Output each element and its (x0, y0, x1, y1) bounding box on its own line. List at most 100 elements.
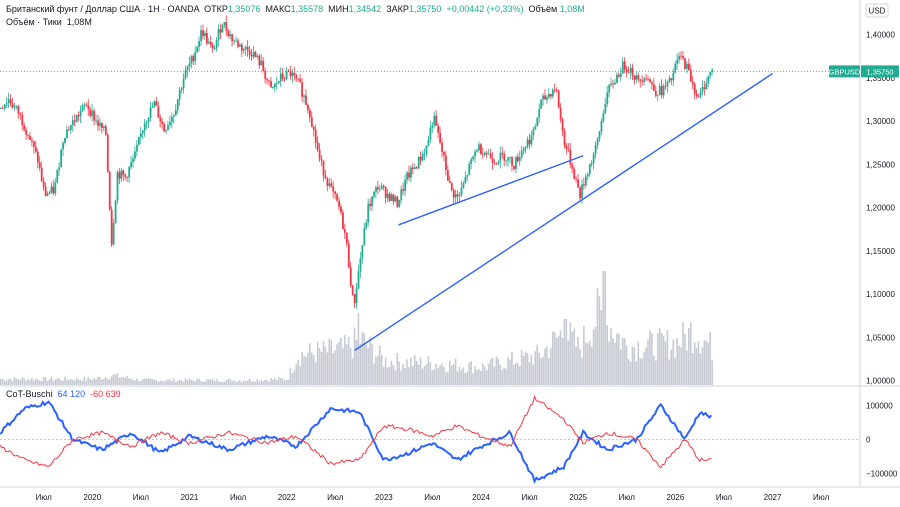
time-axis-label: 2021 (181, 493, 199, 502)
volume-bar (130, 378, 132, 385)
candle-body (553, 89, 556, 91)
candle-body (487, 153, 490, 155)
candle-body (194, 52, 197, 62)
volume-bar (287, 379, 290, 385)
volume-bar (516, 363, 519, 385)
candle-body (373, 191, 375, 197)
candle-body (676, 59, 679, 64)
volume-bar (608, 341, 610, 385)
volume-bar (534, 351, 537, 385)
candle-body (124, 174, 127, 178)
volume-bar (33, 380, 35, 385)
trendline[interactable] (398, 155, 584, 226)
candle-body (538, 108, 541, 118)
candle-body (204, 33, 206, 37)
volume-bar (275, 380, 278, 385)
volume-bar (252, 381, 255, 385)
candle-body (518, 157, 521, 162)
candle-body (347, 243, 350, 268)
candle-body (38, 162, 41, 168)
candle-body (97, 120, 99, 126)
volume-bar (701, 347, 704, 385)
volume-bar (21, 377, 23, 385)
candle-body (281, 73, 284, 79)
volume-bar (93, 378, 95, 385)
volume-bar (647, 339, 649, 385)
trendline[interactable] (354, 72, 773, 351)
volume-bar (577, 336, 579, 385)
volume-bar (386, 367, 389, 385)
candle-body (149, 107, 152, 119)
volume-bar (309, 343, 311, 385)
volume-bar (336, 344, 338, 385)
candle-body (621, 61, 624, 74)
volume-bar (7, 379, 10, 385)
volume-bar (332, 352, 334, 385)
candle-body (390, 194, 393, 201)
volume-bar (373, 363, 375, 385)
candle-body (68, 129, 70, 131)
candle-body (15, 106, 18, 107)
volume-bar (672, 339, 675, 385)
candle-body (157, 105, 160, 118)
volume-bar (60, 380, 62, 385)
time-axis-label: 2023 (375, 493, 393, 502)
volume-bar (631, 346, 634, 385)
candle-body (532, 129, 535, 136)
candle-body (217, 29, 220, 40)
candle-body (184, 70, 187, 79)
candle-body (118, 172, 121, 179)
candle-body (623, 61, 626, 70)
volume-bar (645, 347, 647, 385)
volume-bar (468, 362, 470, 385)
volume-bar (621, 337, 624, 385)
candle-body (536, 117, 539, 127)
volume-bar (515, 362, 517, 385)
volume-bar (536, 344, 539, 385)
volume-bar (178, 379, 181, 385)
candle-body (29, 135, 31, 140)
volume-bar (281, 378, 284, 385)
volume-bar (184, 378, 187, 385)
candle-body (501, 152, 504, 155)
volume-bar (165, 380, 167, 385)
volume-bar (359, 343, 362, 385)
price-tag-text: 1,35750 (866, 67, 893, 76)
volume-bar (371, 343, 373, 385)
candle-body (375, 187, 377, 192)
candle-body (691, 81, 694, 85)
volume-bar (697, 341, 700, 385)
candle-body (408, 172, 410, 178)
candle-body (17, 106, 20, 114)
candle-body (79, 110, 82, 117)
volume-bar (274, 378, 276, 385)
volume-bar (491, 357, 494, 385)
candle-body (101, 122, 103, 128)
candle-body (604, 104, 607, 114)
currency-badge[interactable] (865, 3, 889, 18)
volume-bar (688, 327, 690, 385)
volume-bar (134, 380, 136, 385)
time-axis-label: Июл (813, 493, 830, 502)
volume-bar (344, 335, 346, 385)
volume-bar (691, 353, 694, 385)
volume-bar (483, 366, 486, 385)
volume-bar (410, 357, 412, 385)
time-axis-label: 2024 (472, 493, 490, 502)
candle-body (637, 75, 640, 80)
volume-bar (85, 380, 88, 385)
candle-body (66, 129, 68, 138)
volume-bar (87, 377, 90, 385)
volume-bar (452, 364, 455, 385)
candle-body (610, 83, 613, 85)
volume-bar (375, 356, 377, 385)
candle-body (272, 87, 274, 88)
volume-bar (81, 381, 84, 385)
volume-bar (400, 370, 402, 385)
candle-body (258, 55, 261, 66)
volume-bar (25, 381, 27, 385)
volume-bar (398, 361, 401, 385)
candle-body (546, 97, 548, 100)
candle-body (293, 72, 296, 76)
